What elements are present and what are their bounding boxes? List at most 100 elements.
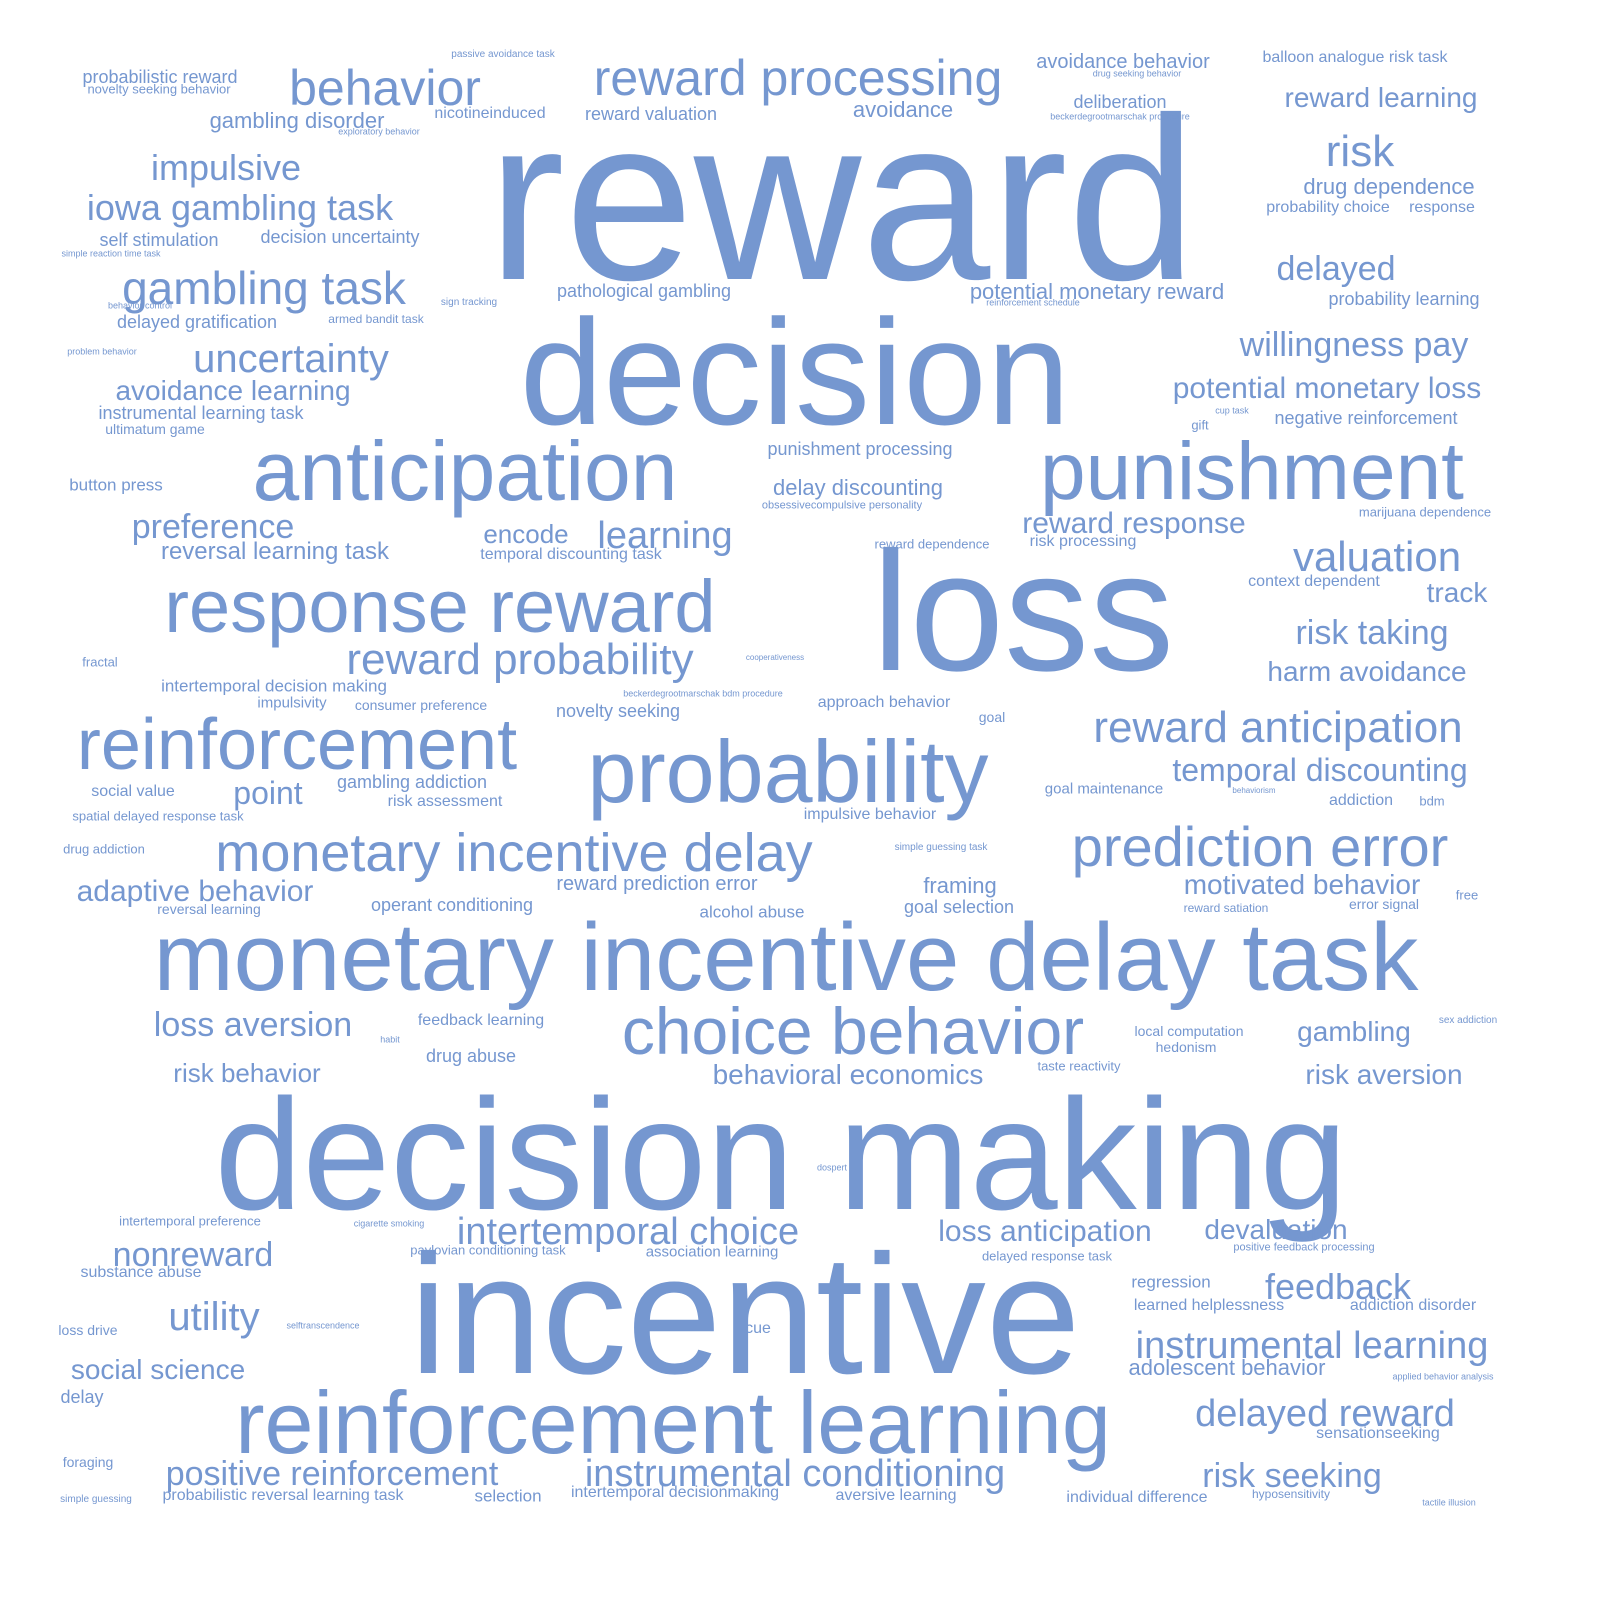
- word-tactile-illusion: tactile illusion: [1422, 1497, 1476, 1508]
- word-harm-avoidance: harm avoidance: [1267, 656, 1467, 687]
- word-cup-task: cup task: [1215, 405, 1249, 416]
- word-utility: utility: [168, 1295, 260, 1339]
- word-avoidance-learning: avoidance learning: [115, 375, 351, 406]
- word-punishment-processing: punishment processing: [767, 439, 953, 459]
- word-framing: framing: [923, 873, 997, 898]
- word-local-computation: local computation: [1134, 1023, 1244, 1039]
- word-willingness-pay: willingness pay: [1239, 326, 1469, 364]
- word-nonreward: nonreward: [112, 1236, 274, 1274]
- word-incentive: incentive: [409, 1220, 1081, 1410]
- word-risk-processing: risk processing: [1029, 533, 1137, 550]
- word-goal-maintenance: goal maintenance: [1044, 780, 1164, 798]
- word-social-science: social science: [70, 1354, 246, 1385]
- word-valuation: valuation: [1292, 533, 1462, 580]
- word-simple-guessing-task: simple guessing task: [894, 842, 988, 853]
- word-risk-behavior: risk behavior: [173, 1058, 321, 1088]
- word-fractal: fractal: [82, 654, 118, 670]
- word-drug-addiction: drug addiction: [63, 841, 145, 857]
- word-deliberation: deliberation: [1073, 92, 1167, 112]
- word-hyposensitivity: hyposensitivity: [1251, 1487, 1331, 1501]
- word-sex-addiction: sex addiction: [1438, 1015, 1498, 1026]
- word-armed-bandit-task: armed bandit task: [328, 312, 424, 326]
- word-delayed-response-task: delayed response task: [981, 1248, 1113, 1264]
- word-sensationseeking: sensationseeking: [1316, 1425, 1440, 1442]
- word-uncertainty: uncertainty: [193, 337, 389, 381]
- word-gambling-addiction: gambling addiction: [336, 772, 488, 792]
- word-risk-taking: risk taking: [1295, 614, 1449, 652]
- word-risk-assessment: risk assessment: [387, 793, 503, 810]
- word-obsessivecompulsive-personality: obsessivecompulsive personality: [761, 499, 923, 512]
- word-goal: goal: [978, 709, 1006, 725]
- word-devaluation: devaluation: [1204, 1214, 1348, 1245]
- word-potential-monetary-reward: potential monetary reward: [969, 279, 1225, 304]
- word-loss: loss: [871, 517, 1175, 707]
- word-consumer-preference: consumer preference: [354, 697, 488, 713]
- word-loss-aversion: loss aversion: [153, 1006, 353, 1044]
- word-reversal-learning: reversal learning: [157, 901, 261, 917]
- word-loss-anticipation: loss anticipation: [938, 1215, 1152, 1248]
- word-probabilistic-reversal-learning-task: probabilistic reversal learning task: [162, 1487, 404, 1504]
- word-probability-choice: probability choice: [1266, 199, 1390, 216]
- word-temporal-discounting: temporal discounting: [1172, 752, 1468, 788]
- word-response-reward: response reward: [164, 565, 716, 648]
- word-reward-processing: reward processing: [593, 50, 1003, 106]
- word-hedonism: hedonism: [1155, 1039, 1217, 1055]
- word-context-dependent: context dependent: [1248, 573, 1380, 590]
- word-instrumental-learning-task: instrumental learning task: [98, 403, 304, 423]
- word-behavior-control: behavior control: [107, 300, 173, 311]
- word-alcohol-abuse: alcohol abuse: [699, 902, 805, 922]
- word-dospert: dospert: [816, 1162, 848, 1173]
- word-risk: risk: [1325, 127, 1395, 176]
- word-risk-aversion: risk aversion: [1305, 1059, 1463, 1090]
- word-behaviorism: behaviorism: [1232, 786, 1276, 795]
- word-novelty-seeking-behavior: novelty seeking behavior: [87, 81, 231, 97]
- word-instrumental-learning: instrumental learning: [1135, 1325, 1489, 1367]
- word-negative-reinforcement: negative reinforcement: [1274, 408, 1458, 428]
- word-reward-probability: reward probability: [346, 635, 694, 684]
- word-temporal-discounting-task: temporal discounting task: [480, 546, 662, 563]
- word-motivated-behavior: motivated behavior: [1183, 869, 1421, 900]
- word-exploratory-behavior: exploratory behavior: [338, 126, 420, 137]
- word-habit: habit: [380, 1034, 400, 1045]
- word-positive-feedback-processing: positive feedback processing: [1233, 1241, 1375, 1254]
- word-impulsive: impulsive: [150, 147, 302, 188]
- word-goal-selection: goal selection: [903, 897, 1015, 917]
- word-gambling-task: gambling task: [122, 262, 406, 314]
- word-anticipation: anticipation: [252, 424, 678, 518]
- word-gift: gift: [1191, 417, 1209, 433]
- word-intertemporal-preference: intertemporal preference: [119, 1213, 261, 1229]
- word-adolescent-behavior: adolescent behavior: [1128, 1355, 1326, 1380]
- word-delay-discounting: delay discounting: [772, 475, 944, 500]
- word-addiction-disorder: addiction disorder: [1349, 1297, 1477, 1314]
- word-drug-abuse: drug abuse: [425, 1046, 517, 1066]
- word-cooperativeness: cooperativeness: [745, 653, 805, 662]
- word-reversal-learning-task: reversal learning task: [160, 538, 390, 565]
- word-cue: cue: [745, 1320, 771, 1337]
- word-foraging: foraging: [62, 1454, 114, 1470]
- word-intertemporal-decisionmaking: intertemporal decisionmaking: [570, 1484, 780, 1501]
- word-aversive-learning: aversive learning: [835, 1487, 957, 1504]
- word-punishment: punishment: [1040, 426, 1464, 517]
- word-association-learning: association learning: [645, 1243, 779, 1261]
- word-risk-seeking: risk seeking: [1202, 1457, 1382, 1495]
- word-feedback-learning: feedback learning: [417, 1012, 545, 1029]
- word-impulsive-behavior: impulsive behavior: [803, 806, 937, 823]
- word-learned-helplessness: learned helplessness: [1133, 1297, 1285, 1314]
- word-decision-making: decision making: [214, 1067, 1348, 1243]
- word-regression: regression: [1131, 1272, 1211, 1292]
- word-button-press: button press: [69, 475, 163, 495]
- word-reward: reward: [487, 70, 1197, 329]
- word-probability: probability: [587, 722, 989, 821]
- word-spatial-delayed-response-task: spatial delayed response task: [72, 808, 244, 824]
- word-reward-anticipation: reward anticipation: [1093, 703, 1463, 752]
- word-prediction-error: prediction error: [1071, 815, 1449, 878]
- word-drug-seeking-behavior: drug seeking behavior: [1092, 68, 1182, 79]
- word-social-value: social value: [91, 783, 175, 800]
- word-individual-difference: individual difference: [1066, 1489, 1208, 1506]
- word-problem-behavior: problem behavior: [67, 346, 137, 357]
- word-track: track: [1426, 577, 1488, 608]
- word-choice-behavior: choice behavior: [621, 994, 1085, 1068]
- word-taste-reactivity: taste reactivity: [1037, 1058, 1121, 1074]
- word-reinforcement-schedule: reinforcement schedule: [986, 297, 1080, 308]
- word-adaptive-behavior: adaptive behavior: [76, 875, 314, 908]
